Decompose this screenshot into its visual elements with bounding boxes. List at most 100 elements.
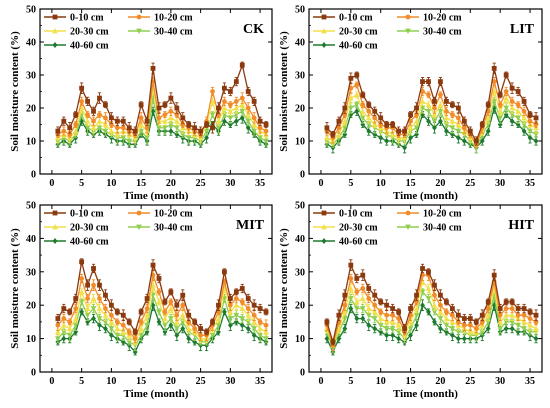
legend-label: 0-10 cm	[70, 209, 104, 220]
data-point	[389, 326, 396, 332]
data-point	[467, 322, 473, 328]
data-point	[533, 115, 539, 121]
data-point	[90, 124, 97, 131]
data-point	[485, 114, 492, 121]
data-point	[431, 111, 438, 117]
data-point	[509, 118, 515, 125]
data-point	[222, 118, 227, 125]
data-point	[360, 315, 366, 322]
data-point	[180, 292, 186, 298]
data-point	[97, 282, 102, 288]
data-point	[390, 332, 396, 339]
data-point	[257, 118, 263, 124]
y-tick-label: 40	[295, 234, 305, 245]
data-point	[497, 92, 503, 98]
legend-marker	[52, 42, 58, 48]
data-point	[245, 118, 252, 125]
data-point	[372, 108, 378, 114]
data-point	[449, 306, 455, 311]
data-point	[108, 302, 114, 308]
data-point	[521, 99, 527, 104]
data-point	[491, 272, 497, 278]
data-point	[497, 306, 503, 311]
data-point	[96, 305, 103, 311]
data-point	[449, 102, 455, 108]
data-point	[114, 309, 120, 315]
data-point	[185, 325, 192, 331]
x-axis: 0 5 10 15 20 25 30 35	[318, 205, 535, 387]
data-point	[455, 312, 461, 318]
data-point	[455, 121, 462, 127]
data-point	[420, 89, 425, 94]
data-point	[402, 326, 407, 331]
data-point	[521, 306, 527, 311]
data-point	[174, 318, 180, 325]
data-point	[390, 122, 396, 127]
data-point	[437, 108, 444, 115]
y-tick-label: 50	[26, 5, 36, 16]
data-point	[521, 312, 527, 318]
data-point	[114, 125, 120, 131]
data-point	[233, 118, 239, 125]
data-point	[527, 118, 533, 124]
data-point	[85, 99, 90, 104]
data-point	[97, 296, 102, 301]
data-point	[527, 322, 533, 328]
data-point	[215, 118, 222, 124]
x-axis-label: Time (month)	[124, 190, 189, 202]
data-point	[407, 326, 414, 332]
data-point	[414, 292, 419, 298]
data-point	[209, 332, 216, 339]
data-point	[263, 128, 269, 134]
data-point	[198, 128, 204, 134]
data-point	[377, 322, 384, 329]
x-tick-label: 15	[406, 178, 416, 189]
data-point	[461, 335, 467, 342]
legend-label: 10-20 cm	[154, 209, 193, 220]
x-tick-label: 0	[318, 178, 323, 189]
legend: 0-10 cm 10-20 cm 20-30 cm 30-40 cm 40-60 cm	[313, 13, 462, 52]
data-point	[354, 82, 360, 88]
y-tick-label: 10	[26, 334, 36, 345]
data-point	[437, 316, 444, 322]
data-point	[426, 79, 431, 84]
legend-marker	[136, 224, 142, 230]
legend-label: 20-30 cm	[70, 223, 109, 234]
data-point	[144, 306, 150, 311]
data-point	[67, 319, 73, 325]
legend-marker	[136, 210, 142, 216]
data-point	[108, 312, 114, 318]
data-point	[360, 121, 366, 128]
data-point	[360, 286, 366, 291]
y-tick-label: 0	[31, 368, 36, 379]
data-point	[168, 114, 174, 121]
data-point	[61, 128, 67, 134]
data-point	[216, 302, 221, 308]
data-point	[97, 95, 102, 101]
data-point	[239, 114, 245, 121]
data-point	[365, 114, 372, 121]
data-point	[485, 325, 491, 332]
data-point	[120, 125, 126, 131]
data-point	[204, 122, 209, 127]
data-point	[233, 289, 239, 295]
data-point	[455, 105, 461, 111]
data-point	[239, 101, 246, 108]
data-point	[55, 328, 61, 335]
data-point	[438, 325, 443, 332]
data-point	[354, 289, 360, 295]
data-point	[389, 318, 396, 325]
data-point	[336, 131, 342, 137]
data-point	[533, 335, 539, 342]
x-tick-label: 5	[348, 178, 353, 189]
data-point	[180, 325, 186, 332]
data-point	[233, 302, 240, 308]
data-point	[461, 125, 467, 131]
y-tick-label: 0	[300, 170, 305, 181]
data-point	[491, 66, 497, 71]
x-axis: 0 5 10 15 20 25 30 35	[49, 205, 265, 387]
data-point	[79, 276, 85, 281]
data-point	[378, 115, 384, 121]
data-point	[509, 306, 515, 311]
